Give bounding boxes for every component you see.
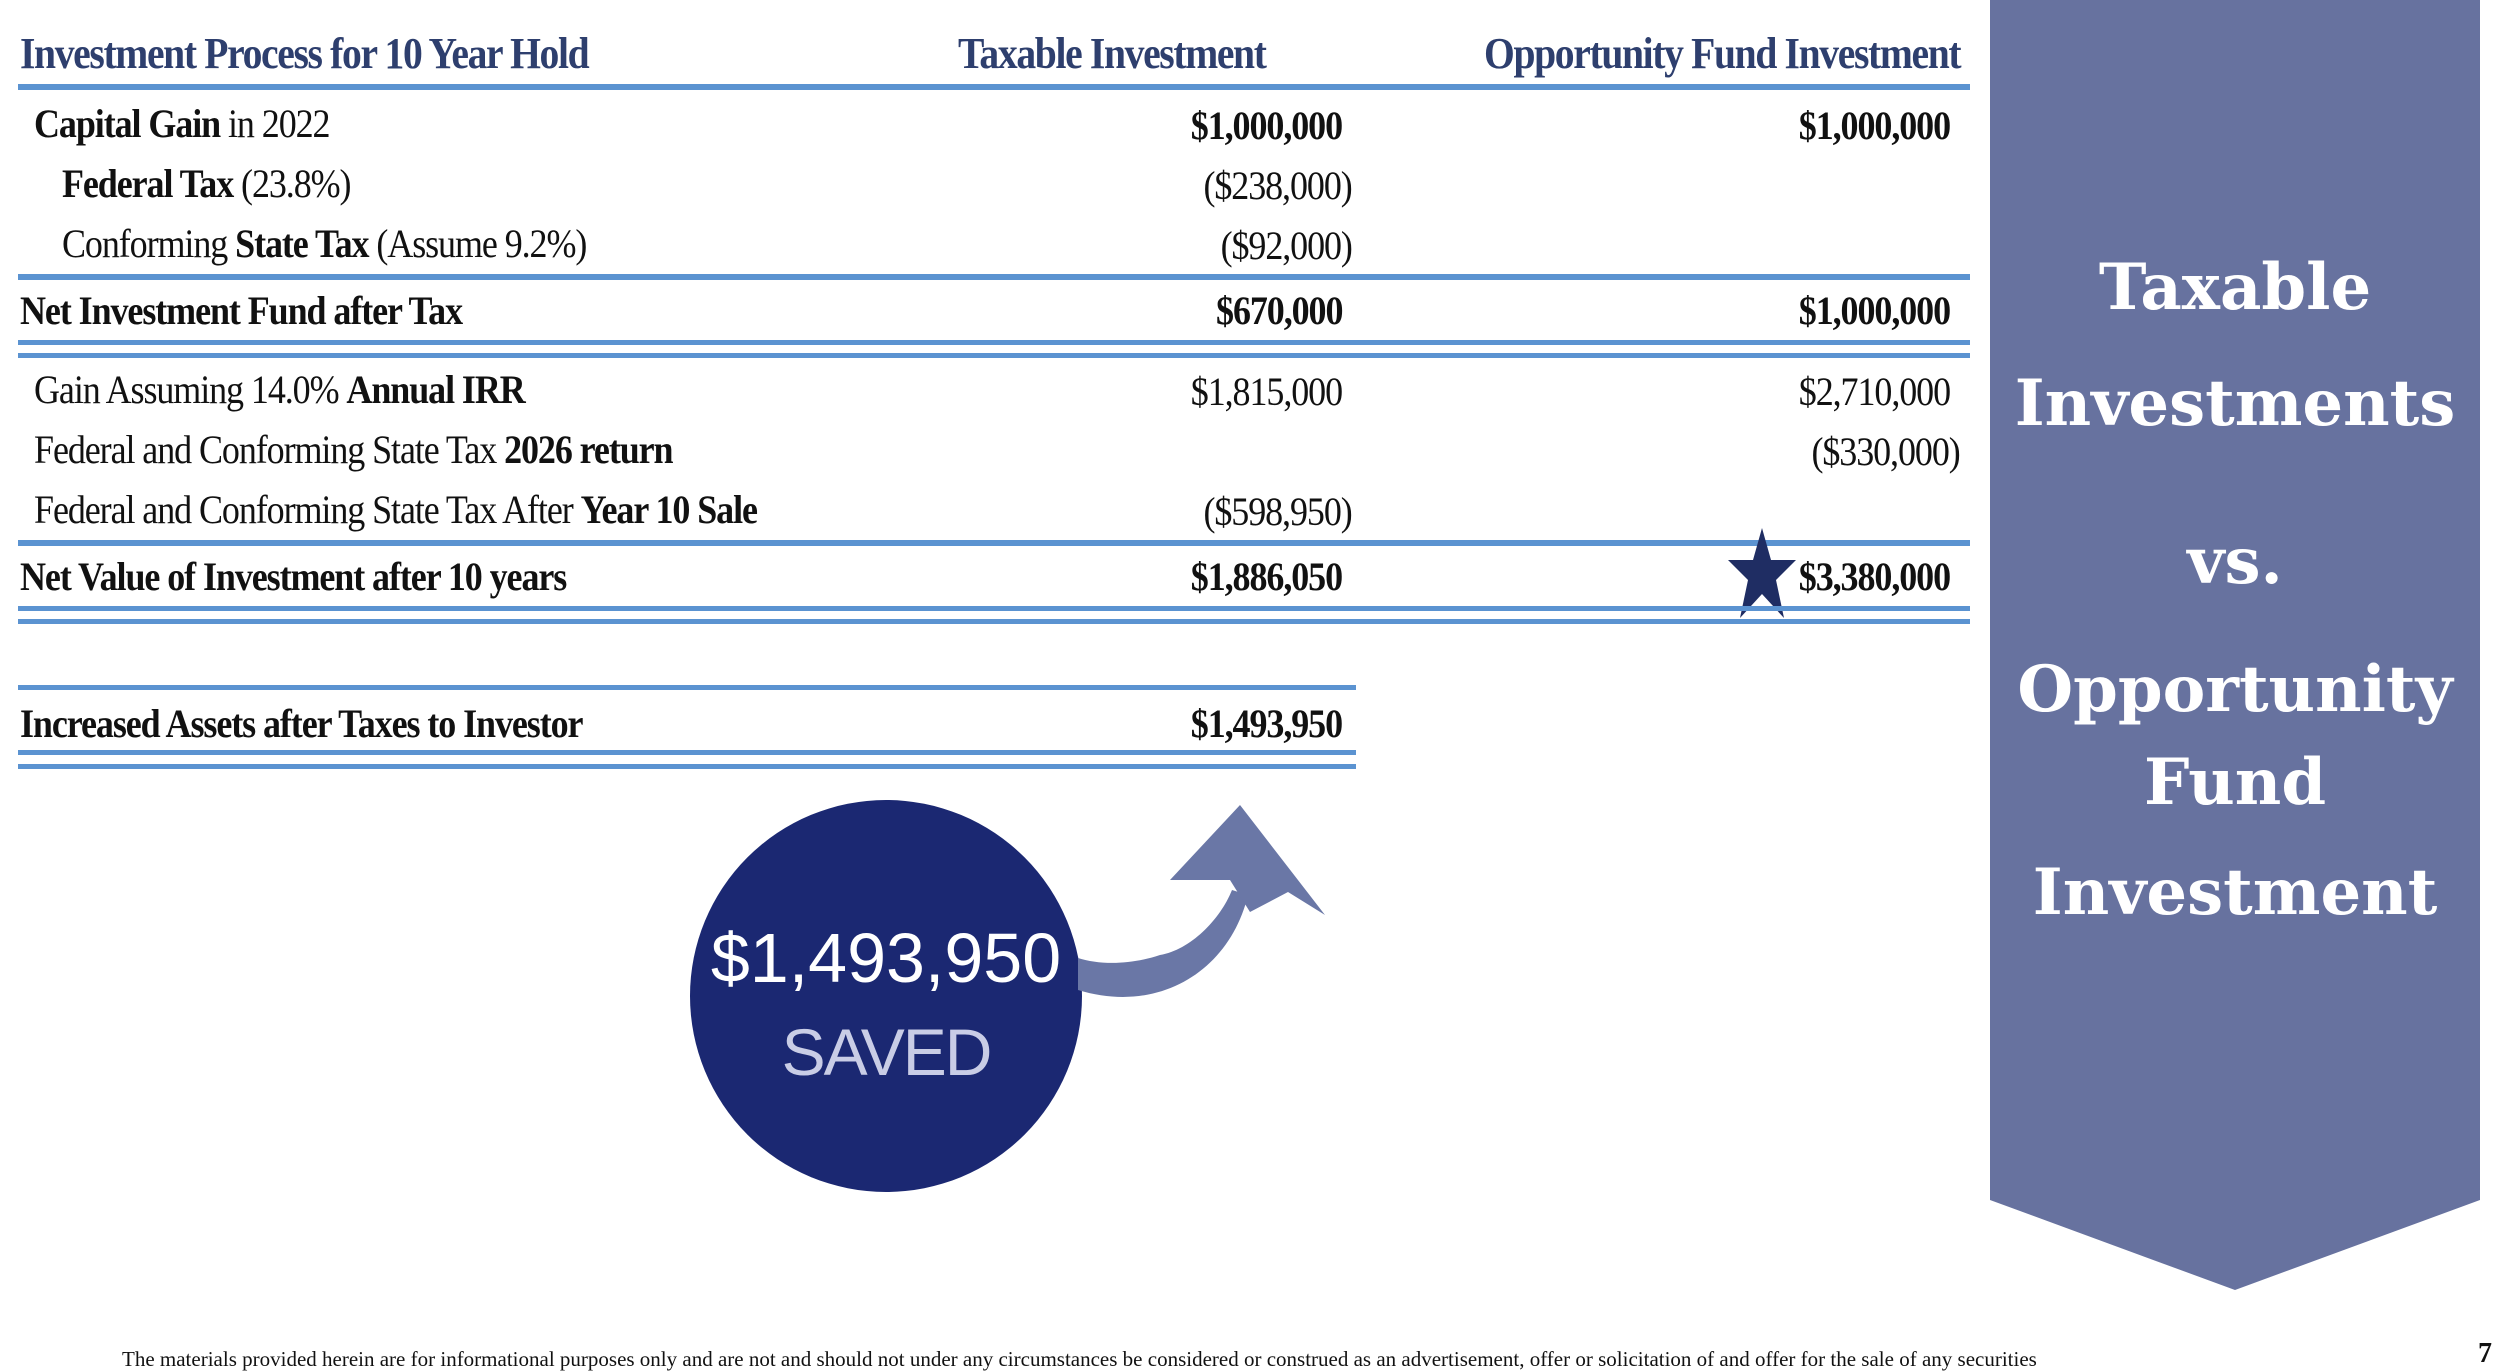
- rule-net-top: [18, 274, 1970, 280]
- saved-circle: [690, 800, 1082, 1192]
- banner-line-vs: vs.: [2187, 524, 2283, 599]
- table-header-process: Investment Process for 10 Year Hold: [20, 29, 590, 78]
- table-header-taxable: Taxable Investment: [958, 29, 1267, 78]
- row-capital-gain-taxable: $1,000,000: [1190, 103, 1343, 148]
- rule-increased-bottom-1: [18, 750, 1356, 755]
- header-rule: [18, 84, 1970, 90]
- row-state-tax-label: Conforming State Tax (Assume 9.2%): [62, 221, 587, 266]
- row-capital-gain-label: Capital Gain in 2022: [34, 101, 331, 146]
- row-year10-tax-taxable: ($598,950): [1203, 489, 1353, 534]
- row-federal-tax-label: Federal Tax (23.8%): [62, 161, 352, 206]
- row-2026-tax-label: Federal and Conforming State Tax 2026 re…: [34, 427, 674, 472]
- saved-caption: SAVED: [781, 1015, 993, 1089]
- comparison-banner: [1990, 0, 2480, 1290]
- row-federal-tax-taxable: ($238,000): [1203, 163, 1353, 208]
- saved-amount: $1,493,950: [710, 919, 1062, 997]
- table-header-opportunity: Opportunity Fund Investment: [1484, 29, 1962, 78]
- banner-line-fund: Fund: [2143, 745, 2327, 820]
- banner-line-investments: Investments: [2014, 366, 2456, 441]
- row-net-investment-label: Net Investment Fund after Tax: [20, 288, 463, 333]
- rule-net-bottom-1: [18, 340, 1970, 345]
- rule-net-value-top: [18, 540, 1970, 546]
- increased-assets-label: Increased Assets after Taxes to Investor: [20, 701, 584, 746]
- footer-disclaimer: The materials provided herein are for in…: [122, 1347, 2037, 1371]
- row-net-value-opportunity: $3,380,000: [1798, 554, 1951, 599]
- row-state-tax-taxable: ($92,000): [1220, 223, 1353, 268]
- row-net-investment-opportunity: $1,000,000: [1798, 288, 1951, 333]
- banner-line-opportunity: Opportunity: [2017, 652, 2453, 727]
- increased-assets-value: $1,493,950: [1190, 701, 1343, 746]
- page-number: 7: [2478, 1338, 2492, 1369]
- banner-line-taxable: Taxable: [2098, 250, 2372, 325]
- rule-increased-bottom-2: [18, 764, 1356, 769]
- row-net-value-label: Net Value of Investment after 10 years: [20, 554, 567, 599]
- row-gain-label: Gain Assuming 14.0% Annual IRR: [34, 367, 526, 412]
- rule-net-value-bottom-2: [18, 619, 1970, 624]
- banner-line-investment: Investment: [2032, 855, 2438, 930]
- row-gain-taxable: $1,815,000: [1190, 369, 1343, 414]
- row-capital-gain-opportunity: $1,000,000: [1798, 103, 1951, 148]
- row-2026-tax-opportunity: ($330,000): [1811, 429, 1961, 474]
- row-year10-tax-label: Federal and Conforming State Tax After Y…: [34, 487, 758, 532]
- rule-net-bottom-2: [18, 353, 1970, 358]
- row-gain-opportunity: $2,710,000: [1798, 369, 1951, 414]
- star-icon: [1728, 528, 1796, 618]
- rule-net-value-bottom-1: [18, 606, 1970, 611]
- row-net-value-taxable: $1,886,050: [1190, 554, 1343, 599]
- curved-arrow-icon: [1078, 805, 1325, 997]
- row-net-investment-taxable: $670,000: [1215, 288, 1343, 333]
- rule-increased-top: [18, 685, 1356, 690]
